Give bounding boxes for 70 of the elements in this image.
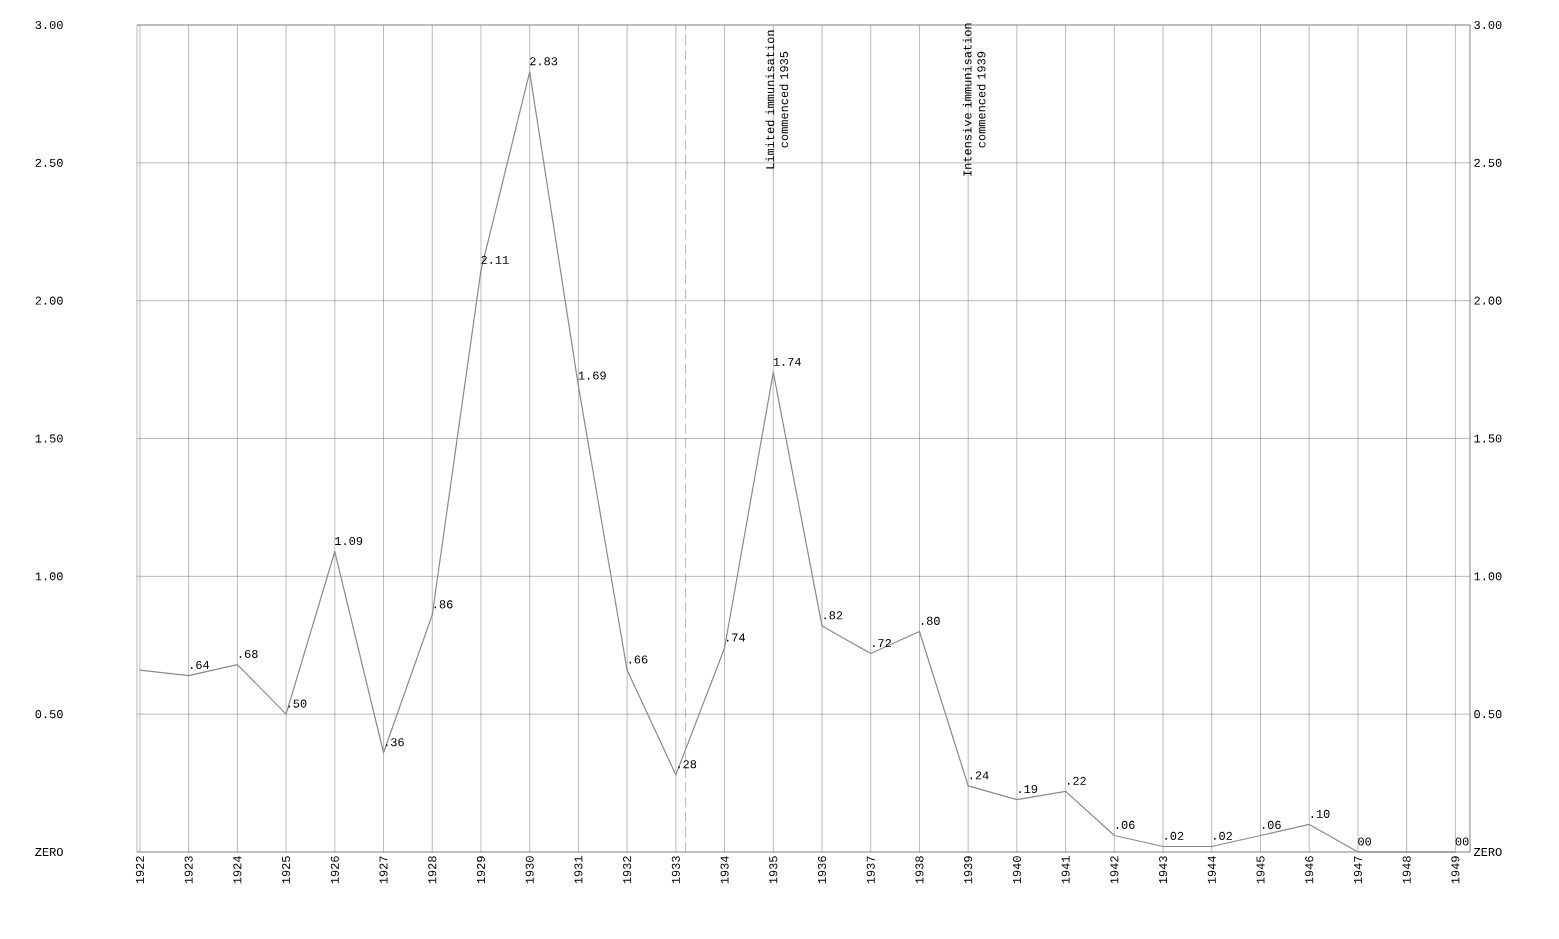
data-label: .24 [970, 771, 989, 780]
annotation: Intensive immunisation commenced 1939 [962, 23, 986, 176]
x-tick-label: 1926 [330, 856, 339, 884]
data-label: .22 [1068, 776, 1086, 785]
x-tick-label: 1930 [525, 856, 534, 884]
data-label: .50 [288, 699, 307, 708]
y-tick-label: 3.00 [35, 20, 63, 30]
x-tick-label: 1942 [1110, 856, 1119, 884]
y-tick-label: ZERO [35, 847, 63, 857]
data-label: .02 [1214, 831, 1232, 840]
data-label: 1.74 [773, 357, 801, 366]
data-label: 2.11 [481, 255, 509, 264]
y2-tick-label: 1.00 [1474, 572, 1502, 581]
y-tick-label: 2.50 [35, 158, 63, 167]
y-tick-label: 2.00 [35, 296, 63, 305]
x-tick-label: 1940 [1012, 856, 1021, 884]
x-tick-label: 1937 [866, 856, 875, 884]
data-label: .72 [873, 639, 891, 648]
x-tick-label: 1922 [135, 856, 144, 884]
x-tick-label: 1931 [574, 856, 583, 884]
y2-tick-label: ZERO [1473, 847, 1502, 857]
y-tick-label: 1.00 [35, 572, 63, 581]
y-tick-label: 0.50 [35, 710, 63, 719]
data-label: 00 [1455, 837, 1469, 846]
data-label: 00 [1358, 837, 1372, 846]
data-label: .02 [1165, 831, 1184, 840]
data-label: .86 [434, 600, 453, 609]
x-tick-label: 1945 [1256, 856, 1265, 884]
x-tick-label: 1949 [1451, 856, 1460, 884]
x-tick-label: 1928 [428, 856, 437, 884]
data-label: .36 [385, 738, 404, 747]
data-label: .74 [727, 633, 746, 642]
x-tick-label: 1924 [233, 856, 242, 884]
y2-tick-label: 0.50 [1474, 710, 1502, 719]
data-label: .68 [239, 649, 258, 659]
x-tick-label: 1944 [1207, 856, 1216, 884]
y2-tick-label: 1.50 [1474, 434, 1502, 443]
x-tick-label: 1936 [817, 856, 827, 884]
y-tick-label: 1.50 [35, 434, 63, 443]
y2-tick-label: 2.00 [1474, 296, 1502, 305]
x-tick-label: 1934 [720, 856, 729, 884]
data-label: .10 [1311, 809, 1330, 818]
x-tick-label: 1927 [379, 856, 388, 884]
annotation: Limited immunisation commenced 1935 [765, 30, 789, 169]
x-tick-label: 1933 [671, 856, 680, 884]
x-tick-label: 1941 [1061, 856, 1070, 884]
x-tick-label: 1935 [769, 856, 778, 884]
data-label: .06 [1116, 820, 1135, 829]
x-tick-label: 1943 [1159, 856, 1168, 884]
data-label: .82 [824, 611, 843, 620]
data-label: 1.69 [578, 371, 606, 380]
x-tick-label: 1925 [282, 856, 291, 884]
x-tick-label: 1932 [623, 856, 632, 884]
data-label: .64 [191, 660, 210, 670]
x-tick-label: 1929 [476, 856, 486, 884]
x-tick-label: 1948 [1402, 856, 1411, 884]
y2-tick-label: 2.50 [1474, 158, 1502, 167]
data-label: .80 [921, 616, 940, 625]
x-tick-label: 1923 [184, 856, 193, 884]
data-label: 1.09 [335, 536, 363, 546]
x-tick-label: 1939 [964, 856, 973, 884]
data-label: .06 [1262, 820, 1281, 829]
data-label: .28 [678, 760, 697, 769]
data-label: .66 [629, 655, 648, 664]
data-label: .19 [1019, 785, 1038, 794]
data-label: 2.83 [530, 57, 558, 66]
x-tick-label: 1938 [915, 856, 924, 884]
x-tick-label: 1946 [1305, 856, 1314, 884]
x-tick-label: 1947 [1353, 856, 1362, 884]
y2-tick-label: 3.00 [1474, 20, 1502, 30]
